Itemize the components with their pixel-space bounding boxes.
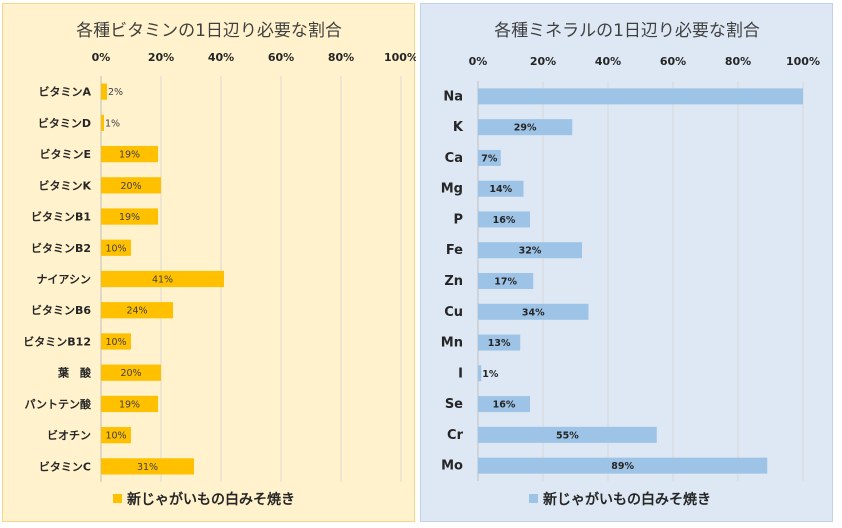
- mineral-data-label: 16%: [493, 400, 516, 411]
- vitamin-bar: [101, 177, 161, 194]
- vitamin-data-label: 20%: [120, 368, 141, 379]
- vitamin-tick-label: 0%: [92, 51, 111, 64]
- vitamin-legend-swatch: [113, 494, 122, 503]
- vitamin-data-label: 10%: [105, 243, 126, 254]
- mineral-bar: [478, 119, 573, 136]
- vitamin-category-label: ビタミンC: [39, 459, 91, 473]
- vitamin-data-label: 10%: [105, 337, 126, 348]
- mineral-chart-title: 各種ミネラルの1日辺り必要な割合: [494, 21, 760, 41]
- vitamin-tick-label: 40%: [208, 51, 234, 64]
- mineral-bar: [478, 273, 534, 289]
- vitamin-category-label: ビタミンB1: [31, 210, 91, 224]
- vitamin-data-label: 19%: [119, 150, 140, 161]
- mineral-tick-label: 20%: [530, 55, 556, 68]
- vitamin-category-label: ビタミンK: [38, 178, 91, 192]
- vitamin-data-label: 2%: [108, 87, 123, 98]
- mineral-category-label: Mo: [441, 459, 463, 474]
- mineral-category-label: Mn: [441, 336, 463, 351]
- mineral-data-label: 1%: [482, 369, 499, 380]
- vitamin-category-label: ビタミンB12: [23, 334, 91, 348]
- mineral-bar: [478, 426, 657, 443]
- vitamin-category-label: ビタミンA: [38, 85, 91, 99]
- vitamin-category-label: ビタミンB2: [31, 241, 91, 255]
- vitamin-data-label: 10%: [105, 431, 126, 442]
- mineral-data-label: 7%: [481, 153, 498, 164]
- mineral-category-label: I: [458, 366, 463, 381]
- vitamin-bar: [101, 208, 158, 225]
- mineral-data-label: 13%: [488, 338, 511, 349]
- mineral-tick-label: 0%: [469, 55, 488, 68]
- mineral-bar: [478, 457, 768, 474]
- mineral-data-label: 89%: [611, 461, 634, 472]
- vitamin-bar: [101, 239, 131, 256]
- vitamin-bar: [101, 364, 161, 381]
- mineral-legend-swatch: [529, 494, 538, 503]
- vitamin-category-label: ナイアシン: [36, 273, 91, 286]
- mineral-legend-label: 新じゃがいもの白みそ焼き: [543, 491, 711, 508]
- vitamin-category-label: ビタミンE: [39, 147, 91, 161]
- mineral-tick-label: 100%: [786, 55, 820, 68]
- vitamin-category-label: 葉 酸: [57, 366, 92, 380]
- vitamin-bar: [101, 83, 107, 100]
- mineral-category-label: Mg: [441, 182, 463, 197]
- vitamin-data-label: 19%: [119, 399, 140, 410]
- mineral-category-label: Cu: [444, 305, 463, 320]
- mineral-category-label: Fe: [446, 243, 463, 258]
- mineral-bar: [478, 303, 589, 320]
- mineral-bar: [478, 242, 582, 259]
- vitamin-tick-label: 60%: [268, 51, 294, 64]
- mineral-data-label: 29%: [514, 123, 537, 134]
- vitamin-category-label: ビタミンB6: [31, 303, 91, 317]
- vitamin-data-label: 19%: [119, 212, 140, 223]
- vitamin-chart-panel: 各種ビタミンの1日辺り必要な割合 0% 20% 40% 60% 80% 100% ビタミンA…: [2, 3, 416, 522]
- vitamin-tick-label: 80%: [328, 51, 354, 64]
- vitamin-bar: [101, 395, 158, 413]
- mineral-bar: [478, 149, 501, 166]
- mineral-data-label: 55%: [556, 430, 579, 441]
- vitamin-data-label: 20%: [120, 181, 141, 192]
- mineral-tick-label: 60%: [660, 55, 686, 68]
- mineral-data-label: 32%: [519, 246, 542, 257]
- mineral-chart: 各種ミネラルの1日辺り必要な割合 0% 20% 40% 60% 80% 100% Na K 29…: [441, 21, 820, 508]
- mineral-category-label: Ca: [445, 151, 463, 166]
- mineral-data-label: 34%: [522, 307, 545, 318]
- mineral-bar: [478, 211, 530, 228]
- vitamin-bar: [101, 114, 104, 131]
- mineral-bar: [478, 396, 530, 413]
- mineral-tick-label: 80%: [725, 55, 751, 68]
- mineral-category-label: P: [453, 212, 463, 227]
- vitamin-data-label: 31%: [137, 462, 158, 473]
- mineral-bar: [478, 180, 524, 197]
- vitamin-category-label: ビタミンD: [38, 116, 91, 130]
- mineral-tick-label: 40%: [595, 55, 621, 68]
- vitamin-bar: [101, 333, 131, 350]
- mineral-category-label: Na: [443, 89, 463, 104]
- vitamin-chart: 各種ビタミンの1日辺り必要な割合 0% 20% 40% 60% 80% 100% ビタミンA…: [23, 21, 416, 508]
- vitamin-bar: [101, 270, 224, 288]
- vitamin-bar: [101, 427, 131, 444]
- vitamin-bar: [101, 145, 158, 163]
- mineral-category-label: Se: [445, 397, 463, 412]
- mineral-chart-panel: 各種ミネラルの1日辺り必要な割合 0% 20% 40% 60% 80% 100% Na K 29…: [420, 3, 833, 522]
- vitamin-bar: [101, 458, 194, 475]
- mineral-bar: [478, 88, 803, 105]
- vitamin-data-label: 24%: [126, 306, 147, 317]
- vitamin-category-label: パントテン酸: [24, 397, 92, 411]
- vitamin-chart-title: 各種ビタミンの1日辺り必要な割合: [76, 21, 342, 41]
- mineral-data-label: 14%: [489, 184, 512, 195]
- mineral-bar: [478, 365, 482, 382]
- mineral-data-label: 17%: [494, 277, 517, 288]
- mineral-data-label: 16%: [493, 215, 516, 226]
- vitamin-tick-label: 20%: [148, 51, 174, 64]
- vitamin-bar: [101, 302, 173, 319]
- mineral-bar: [478, 334, 521, 351]
- mineral-category-label: Cr: [447, 428, 464, 443]
- mineral-category-label: K: [453, 120, 464, 135]
- vitamin-tick-label: 100%: [384, 51, 416, 64]
- vitamin-data-label: 41%: [152, 275, 173, 286]
- mineral-category-label: Zn: [444, 274, 463, 289]
- vitamin-category-label: ビオチン: [47, 428, 91, 442]
- vitamin-legend-label: 新じゃがいもの白みそ焼き: [127, 491, 295, 508]
- vitamin-data-label: 1%: [105, 118, 120, 129]
